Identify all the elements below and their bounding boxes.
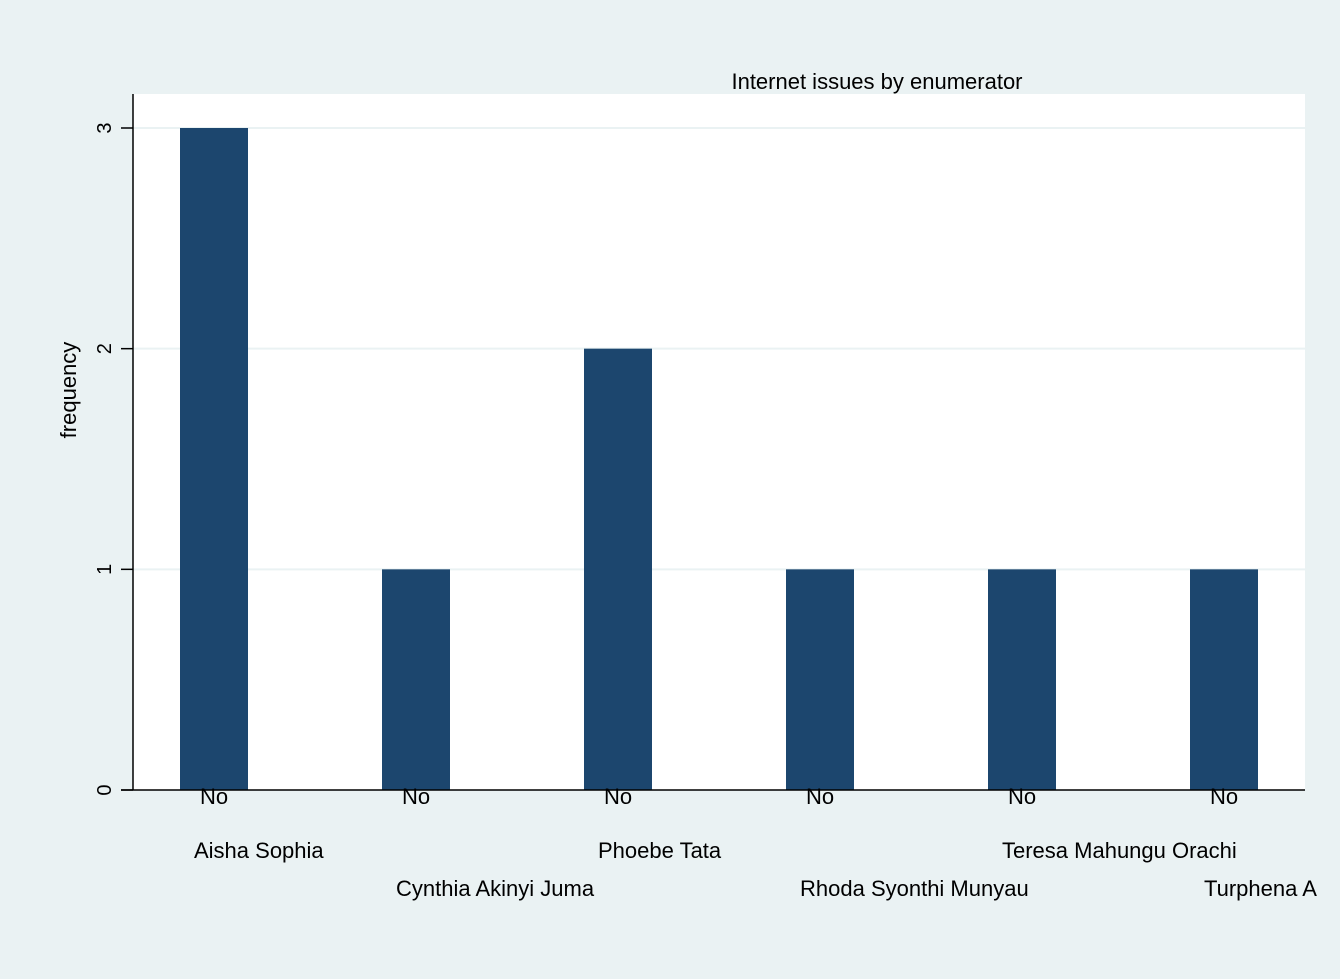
plot-area bbox=[133, 94, 1305, 790]
chart-title: Internet issues by enumerator bbox=[731, 69, 1022, 94]
bar bbox=[584, 348, 652, 790]
category-label: Rhoda Syonthi Munyau bbox=[800, 876, 1029, 901]
axes bbox=[121, 94, 1305, 791]
category-label: Turphena A bbox=[1204, 876, 1317, 901]
y-tick-label: 3 bbox=[94, 122, 116, 133]
bar bbox=[988, 569, 1056, 790]
category-label: Cynthia Akinyi Juma bbox=[396, 876, 595, 901]
y-axis-title: frequency bbox=[56, 342, 81, 439]
bar-value-label: No bbox=[806, 784, 834, 809]
bar bbox=[1190, 569, 1258, 790]
y-tick-label: 1 bbox=[94, 564, 116, 575]
bar-value-label: No bbox=[1008, 784, 1036, 809]
x-labels: No Aisha Sophia No Cynthia Akinyi Juma No Pho… bbox=[194, 784, 1317, 901]
bar bbox=[382, 569, 450, 790]
bar-value-label: No bbox=[200, 784, 228, 809]
y-tick-label: 0 bbox=[94, 784, 116, 795]
y-ticks: 0 1 2 3 bbox=[94, 122, 133, 796]
bar bbox=[786, 569, 854, 790]
bars bbox=[180, 128, 1258, 790]
bar bbox=[180, 128, 248, 790]
bar-value-label: No bbox=[402, 784, 430, 809]
category-label: Phoebe Tata bbox=[598, 838, 722, 863]
category-label: Aisha Sophia bbox=[194, 838, 324, 863]
bar-value-label: No bbox=[1210, 784, 1238, 809]
bar-value-label: No bbox=[604, 784, 632, 809]
y-tick-label: 2 bbox=[94, 343, 116, 354]
gridlines bbox=[133, 127, 1305, 571]
category-label: Teresa Mahungu Orachi bbox=[1002, 838, 1237, 863]
